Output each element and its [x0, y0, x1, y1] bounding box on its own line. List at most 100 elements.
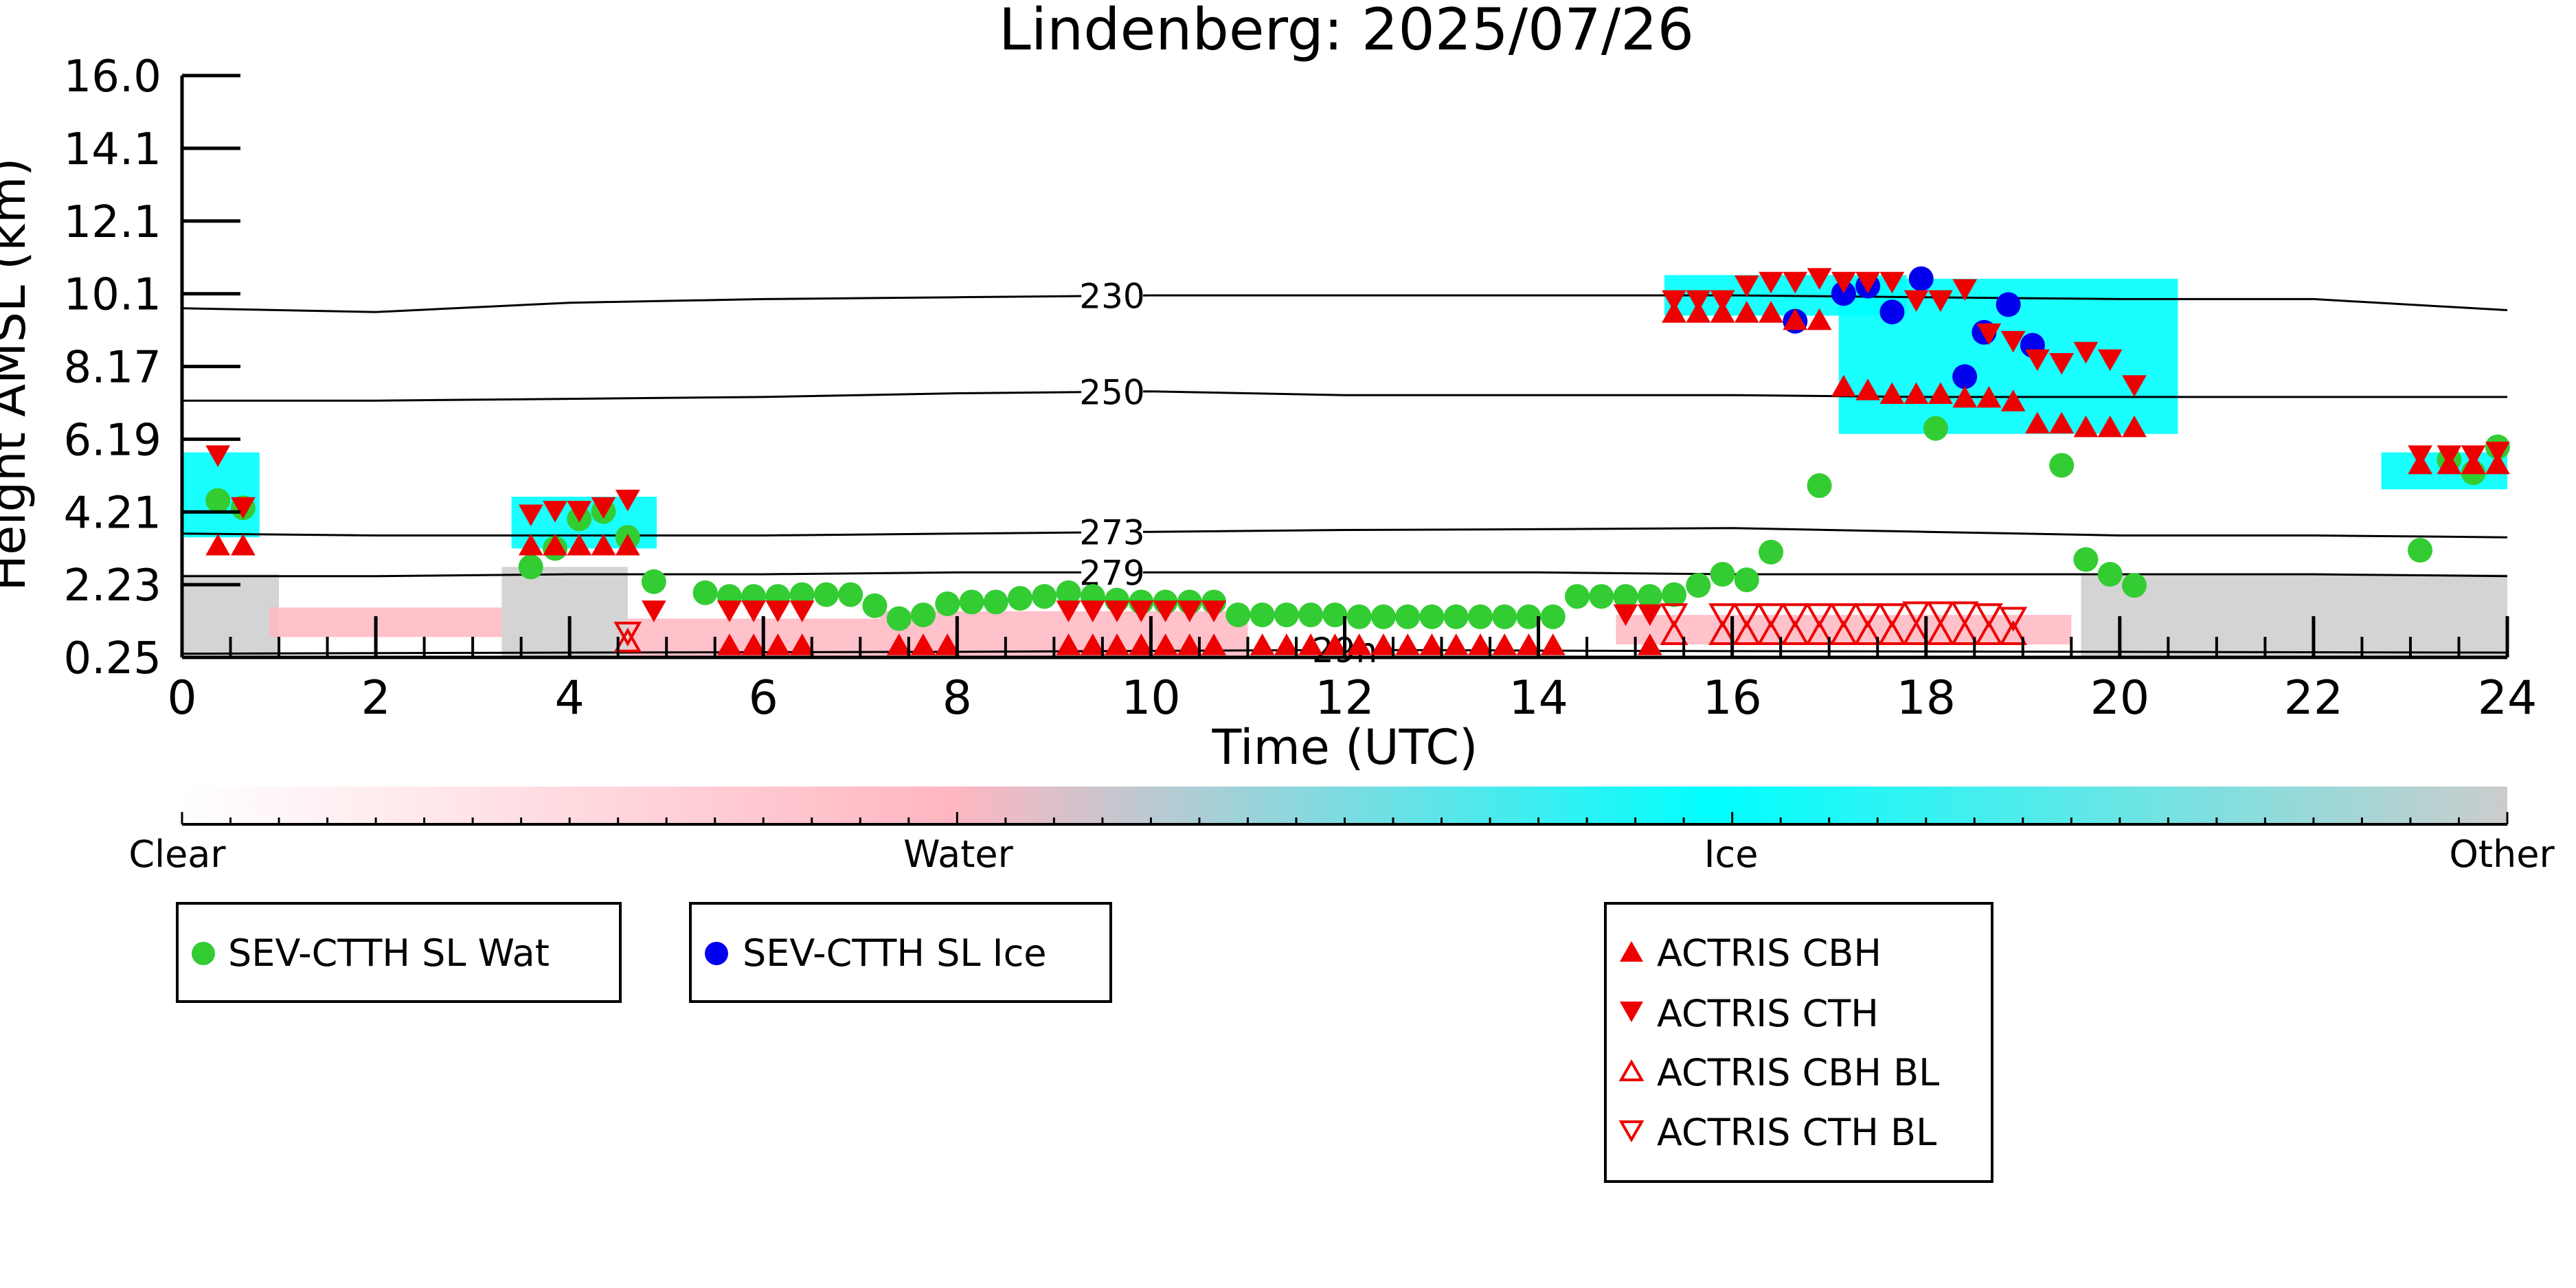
point-actris-cth-bl	[1781, 603, 1809, 629]
point-actris-cth	[1879, 271, 1905, 294]
point-actris-cth	[591, 497, 616, 519]
point-actris-cbh	[2485, 452, 2510, 475]
point-actris-cth	[2025, 349, 2050, 372]
point-actris-cbh	[1322, 633, 1348, 655]
cloud-region-other	[501, 567, 628, 657]
legend-marker-cbh-bl	[1618, 1059, 1645, 1081]
point-actris-cbh	[2025, 411, 2050, 433]
point-sev-ctth-sl-wat	[1686, 573, 1711, 598]
legend-marker-sev-ice	[705, 942, 728, 965]
point-actris-cbh	[1662, 301, 1686, 323]
point-actris-cbh	[1855, 379, 1880, 400]
cloud-region-water	[1616, 615, 2072, 645]
x-axis-label: Time (UTC)	[1212, 719, 1478, 776]
legend-marker-sev-wat	[192, 942, 215, 965]
point-actris-cth	[1080, 600, 1105, 622]
point-actris-cbh	[1783, 308, 1808, 330]
point-sev-ctth-sl-wat	[910, 602, 936, 628]
x-tick-label: 0	[167, 671, 196, 725]
point-actris-cbh-bl	[1805, 620, 1834, 645]
point-actris-cth	[1056, 600, 1081, 622]
point-actris-cbh-bl	[1974, 620, 2003, 645]
y-tick-label: 12.1	[64, 197, 162, 248]
point-actris-cth	[1855, 271, 1880, 294]
point-actris-cth	[2485, 442, 2510, 464]
cloud-region-other	[2081, 574, 2507, 657]
point-sev-ctth-sl-wat	[886, 606, 912, 631]
point-sev-ctth-sl-ice	[1952, 364, 1978, 389]
legend-sev-wat: SEV-CTTH SL Wat	[176, 902, 622, 1003]
point-actris-cbh	[1807, 308, 1832, 330]
point-actris-cbh	[741, 633, 766, 655]
point-actris-cbh	[1080, 633, 1105, 655]
y-ticks: 0.25 2.23 4.21 6.19 8.17 10.1 12.1 14.1 16.0	[64, 52, 240, 684]
point-actris-cbh	[1395, 633, 1421, 655]
point-actris-cth	[1613, 604, 1638, 626]
point-sev-ctth-sl-wat	[518, 554, 543, 580]
marker-layer	[205, 266, 2510, 655]
point-actris-cbh-bl	[1902, 620, 1931, 645]
x-tick-label: 18	[1896, 671, 1956, 725]
point-actris-cbh	[1540, 633, 1566, 655]
isotherm-label: 273	[1079, 513, 1144, 553]
x-tick-label: 20	[2090, 671, 2150, 725]
point-actris-cth	[1831, 271, 1856, 294]
point-sev-ctth-sl-wat	[1298, 602, 1324, 628]
point-sev-ctth-sl-wat	[838, 582, 863, 607]
point-actris-cth	[2122, 375, 2147, 397]
point-actris-cth	[2049, 353, 2075, 375]
point-actris-cbh	[1153, 633, 1178, 655]
point-sev-ctth-sl-wat	[1662, 582, 1687, 607]
legend-label-sev-wat: SEV-CTTH SL Wat	[228, 931, 550, 975]
point-actris-cbh	[1976, 385, 2002, 408]
point-actris-cbh	[1371, 633, 1396, 655]
legend-label-cth-bl: ACTRIS CTH BL	[1657, 1111, 1936, 1154]
point-actris-cth	[615, 489, 640, 512]
point-sev-ctth-sl-wat	[935, 591, 960, 617]
colorbar-label-other: Other	[2449, 833, 2555, 876]
cloud-classification-layer	[182, 275, 2507, 657]
point-actris-cth-bl	[1926, 601, 1955, 626]
point-actris-cth	[1952, 279, 1978, 301]
point-sev-ctth-sl-ice	[1879, 300, 1905, 325]
point-sev-ctth-sl-wat	[1322, 602, 1348, 628]
point-actris-cbh	[789, 633, 815, 655]
point-sev-ctth-sl-wat	[1056, 580, 1081, 605]
point-actris-cth	[765, 600, 791, 622]
point-actris-cbh-bl	[1853, 620, 1882, 645]
point-sev-ctth-sl-wat	[1492, 604, 1517, 629]
y-tick-label: 0.25	[64, 633, 162, 684]
point-actris-cbh-bl	[1950, 620, 1979, 645]
point-sev-ctth-sl-wat	[1346, 604, 1372, 629]
y-tick-label: 6.19	[64, 415, 162, 466]
point-sev-ctth-sl-wat	[641, 569, 666, 594]
point-actris-cth-bl	[1756, 603, 1785, 629]
point-actris-cbh	[1105, 633, 1129, 655]
x-tick-label: 6	[749, 671, 778, 725]
point-sev-ctth-sl-wat	[1565, 584, 1590, 609]
point-actris-cbh	[205, 533, 231, 556]
classification-colorbar: Clear Water Ice Other	[128, 787, 2555, 876]
point-actris-cbh	[2000, 389, 2026, 411]
point-actris-cbh	[543, 533, 567, 556]
isotherm-label-bg	[1081, 279, 1143, 311]
point-sev-ctth-sl-ice	[1996, 292, 2021, 317]
colorbar-label-water: Water	[903, 833, 1013, 876]
point-actris-cbh	[1928, 382, 1953, 404]
y-axis-label: Height AMSL (km)	[0, 158, 36, 591]
point-actris-cth	[1807, 268, 1832, 290]
point-actris-cbh	[1686, 301, 1711, 323]
legend-label-cbh-bl: ACTRIS CBH BL	[1657, 1051, 1939, 1094]
point-sev-ctth-sl-wat	[1274, 602, 1299, 628]
point-sev-ctth-sl-wat	[1008, 585, 1033, 611]
point-actris-cth	[717, 600, 742, 622]
point-sev-ctth-sl-wat	[2073, 547, 2099, 572]
point-actris-cth-bl	[1999, 607, 2028, 632]
point-actris-cth	[1177, 600, 1202, 622]
point-actris-cbh	[2073, 415, 2099, 438]
point-sev-ctth-sl-wat	[959, 589, 984, 615]
point-actris-cth	[1928, 290, 1953, 313]
point-actris-cth	[1734, 275, 1759, 297]
y-tick-label: 16.0	[64, 52, 162, 102]
point-actris-cth	[2097, 349, 2123, 372]
